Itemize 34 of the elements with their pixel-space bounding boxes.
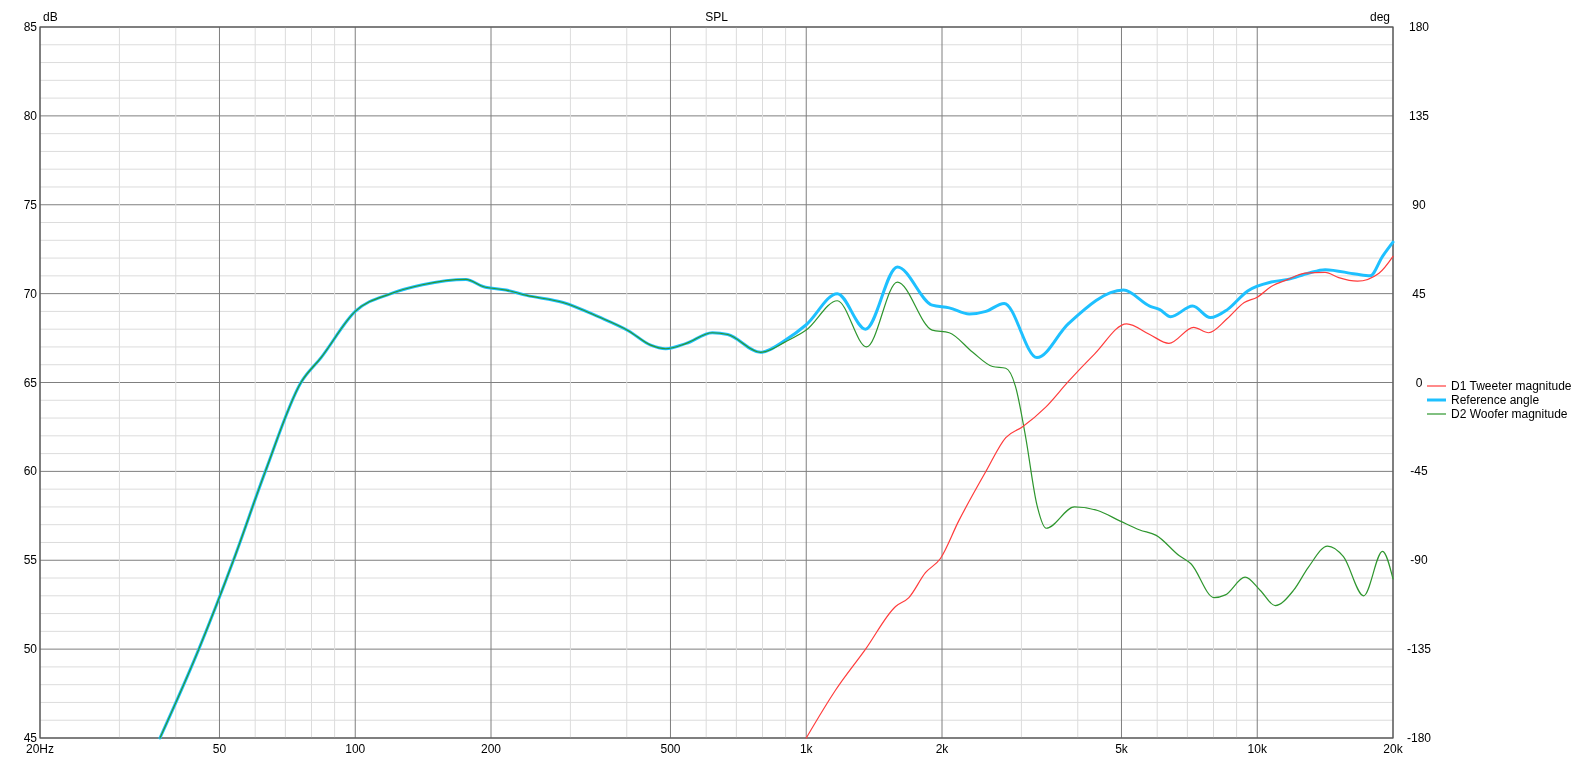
chart-title: SPL [705, 10, 729, 24]
y2-tick-label: 45 [1412, 286, 1426, 301]
y-tick-label: 50 [23, 642, 38, 657]
y-tick-label: 55 [23, 553, 38, 568]
legend-label: Reference angle [1451, 393, 1540, 407]
y-tick-label: 85 [23, 20, 38, 34]
x-tick-label: 1k [799, 742, 814, 756]
x-tick-label: 200 [480, 742, 502, 756]
x-tick-label: 10k [1247, 742, 1268, 756]
y2-tick-label: -135 [1406, 642, 1432, 657]
y2-tick-label: 0 [1415, 375, 1423, 390]
x-tick-label: 20k [1383, 742, 1404, 756]
y-tick-label: 80 [23, 108, 38, 123]
y-tick-label: 70 [23, 286, 38, 301]
legend-label: D2 Woofer magnitude [1451, 407, 1568, 421]
y2-tick-label: -180 [1406, 731, 1432, 745]
x-tick-label: 20Hz [25, 742, 55, 756]
y-tick-label: 75 [23, 197, 38, 212]
y-tick-label: 65 [23, 375, 38, 390]
y2-tick-label: -45 [1410, 464, 1428, 479]
x-tick-label: 100 [345, 742, 366, 756]
y2-tick-label: 180 [1408, 20, 1430, 34]
y2-tick-label: 135 [1408, 108, 1430, 123]
y-axis-title: dB [43, 10, 58, 24]
y2-axis-title: deg [1369, 10, 1390, 24]
y2-tick-label: 90 [1412, 197, 1426, 212]
x-tick-label: 500 [660, 742, 681, 756]
y-tick-label: 45 [23, 731, 38, 745]
y-tick-label: 60 [23, 464, 38, 479]
y2-tick-label: -90 [1410, 553, 1428, 568]
legend-label: D1 Tweeter magnitude [1451, 379, 1572, 393]
x-tick-label: 5k [1115, 742, 1129, 756]
x-tick-label: 2k [935, 742, 950, 756]
x-tick-label: 50 [212, 742, 227, 756]
